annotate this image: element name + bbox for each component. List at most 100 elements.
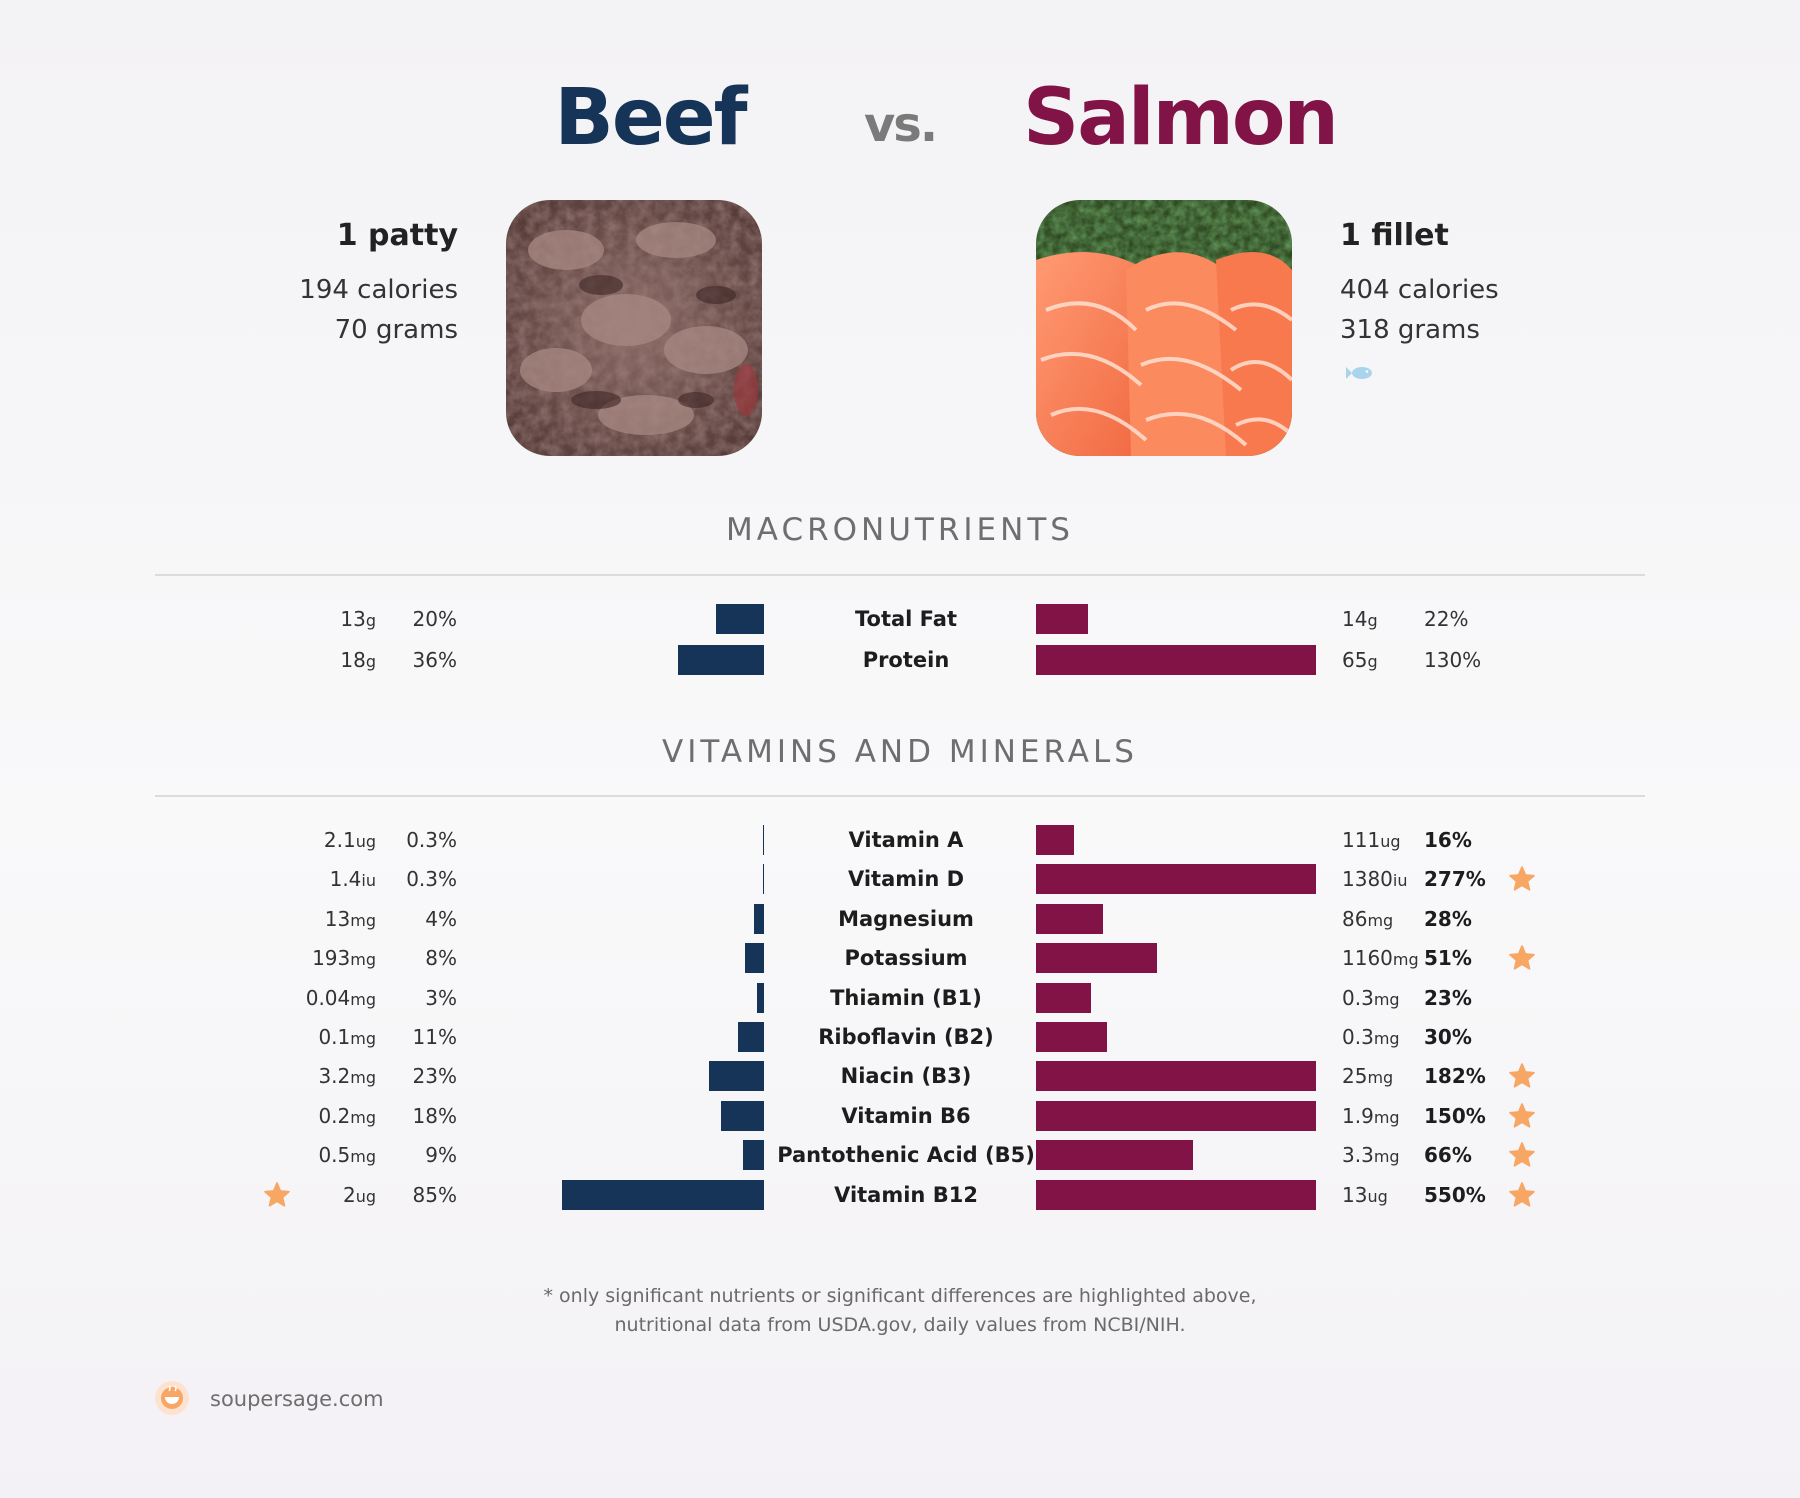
salmon-bar-magnesium [1036,903,1103,934]
salmon-star-icon [1509,1103,1535,1128]
nutrient-label-magnesium: Magnesium [838,906,974,931]
salmon-star-icon [1509,1142,1535,1167]
salmon-amount-unit: mg [1373,989,1400,1009]
beef-amount-protein: 18g [340,644,376,678]
beef-amount-potassium: 193mg [312,942,376,976]
beef-amount-unit: g [365,652,376,671]
salmon-amount-thiamin-b1: 0.3mg [1342,982,1400,1016]
salmon-amount-value: 111 [1342,828,1381,852]
salmon-amount-unit: ug [1367,1186,1388,1206]
food-b-calories: 404 calories [1340,275,1499,305]
beef-amount-value: 13 [340,607,366,631]
beef-percent-total-fat: 20% [412,607,457,631]
brand-name[interactable]: soupersage.com [210,1387,384,1411]
salmon-bar-protein [1036,645,1316,675]
footnote-line-2: nutritional data from USDA.gov, daily va… [614,1314,1186,1336]
beef-percent-pantothenic-acid-b5: 9% [425,1143,457,1168]
vitamins-divider [155,795,1645,797]
salmon-bar-pantothenic-acid-b5 [1036,1140,1194,1171]
salmon-fillet-photo [1036,200,1292,456]
beef-amount-unit: mg [350,1147,376,1167]
food-a-grams: 70 grams [334,315,458,345]
salmon-amount-value: 1380 [1342,867,1393,892]
beef-bar-vitamin-d [763,864,764,895]
salmon-bar-vitamin-b6 [1036,1100,1316,1131]
salmon-bar-riboflavin-b2 [1036,1022,1108,1052]
beef-percent-protein: 36% [412,648,457,672]
salmon-star-icon [1509,945,1535,970]
salmon-amount-value: 0.3 [1342,1025,1374,1049]
salmon-percent-vitamin-d: 277% [1424,867,1486,892]
beef-amount-value: 0.2 [318,1103,351,1128]
beef-amount-value: 18 [340,648,366,672]
beef-amount-vitamin-b12: 2ug [343,1179,376,1213]
salmon-percent-pantothenic-acid-b5: 66% [1424,1143,1472,1168]
salmon-amount-value: 1.9 [1342,1103,1374,1128]
salmon-bar-vitamin-d [1036,864,1316,895]
salmon-amount-unit: mg [1373,1147,1400,1167]
beef-percent-niacin-b3: 23% [412,1064,457,1089]
beef-percent-thiamin-b1: 3% [425,985,457,1010]
salmon-amount-value: 1160 [1342,946,1393,971]
salmon-star-icon [1509,1181,1535,1207]
fish-icon [1346,364,1374,382]
nutrient-label-vitamin-b6: Vitamin B6 [841,1103,971,1128]
salmon-amount-unit: g [1367,652,1378,671]
nutrient-label-niacin-b3: Niacin (B3) [840,1064,972,1089]
salmon-percent-thiamin-b1: 23% [1424,985,1472,1010]
beef-bar-riboflavin-b2 [737,1022,764,1052]
beef-bar-potassium [744,943,764,974]
salmon-percent-magnesium: 28% [1424,906,1472,931]
salmon-amount-unit: iu [1392,871,1408,891]
nutrient-label-potassium: Potassium [844,946,968,971]
beef-bar-niacin-b3 [709,1061,764,1092]
beef-amount-value: 193 [312,946,351,971]
beef-amount-value: 0.1 [318,1025,351,1049]
beef-bar-magnesium [754,903,764,934]
salmon-amount-value: 86 [1342,906,1368,931]
salmon-amount-value: 3.3 [1342,1143,1374,1168]
beef-amount-riboflavin-b2: 0.1mg [318,1021,376,1055]
beef-amount-unit: ug [355,832,376,851]
salmon-bar-potassium [1036,943,1158,974]
salmon-amount-unit: ug [1380,832,1401,851]
beef-bar-total-fat [716,604,764,634]
salmon-amount-value: 65 [1342,648,1368,672]
salmon-amount-vitamin-a: 111ug [1342,824,1400,858]
beef-amount-value: 2.1 [323,828,356,852]
salmon-bar-vitamin-a [1036,825,1075,855]
beef-amount-unit: mg [350,910,376,930]
salmon-amount-total-fat: 14g [1342,603,1378,637]
nutrient-label-riboflavin-b2: Riboflavin (B2) [818,1025,994,1049]
ground-beef-photo [506,200,762,456]
nutrient-label-protein: Protein [862,648,950,672]
beef-amount-unit: mg [350,950,376,970]
salmon-amount-unit: mg [1373,1029,1400,1048]
food-b-title: Salmon [1023,73,1339,163]
beef-amount-unit: mg [350,1107,376,1127]
beef-amount-value: 0.04 [305,985,351,1010]
beef-amount-value: 1.4 [329,867,362,892]
salmon-amount-unit: mg [1373,1107,1400,1127]
salmon-amount-unit: mg [1367,1068,1394,1088]
beef-amount-total-fat: 13g [340,603,376,637]
beef-amount-unit: mg [350,1068,376,1088]
nutrient-label-thiamin-b1: Thiamin (B1) [830,985,982,1010]
beef-amount-pantothenic-acid-b5: 0.5mg [318,1139,376,1173]
salmon-amount-value: 25 [1342,1064,1368,1089]
beef-amount-niacin-b3: 3.2mg [318,1060,376,1094]
beef-amount-unit: mg [350,989,376,1009]
soupersage-logo-icon[interactable] [154,1380,190,1416]
beef-bar-vitamin-b6 [721,1100,764,1131]
beef-percent-vitamin-b12: 85% [412,1182,457,1207]
beef-amount-vitamin-d: 1.4iu [330,863,376,897]
vitamins-heading: VITAMINS AND MINERALS [662,734,1138,770]
food-a-serving: 1 patty [336,218,458,253]
salmon-star-icon [1509,1063,1535,1088]
beef-percent-vitamin-a: 0.3% [406,828,457,852]
macronutrients-heading: MACRONUTRIENTS [726,512,1074,548]
salmon-amount-magnesium: 86mg [1342,903,1393,937]
salmon-amount-value: 13 [1342,1182,1368,1207]
beef-amount-thiamin-b1: 0.04mg [306,982,376,1016]
beef-amount-unit: iu [361,871,376,891]
